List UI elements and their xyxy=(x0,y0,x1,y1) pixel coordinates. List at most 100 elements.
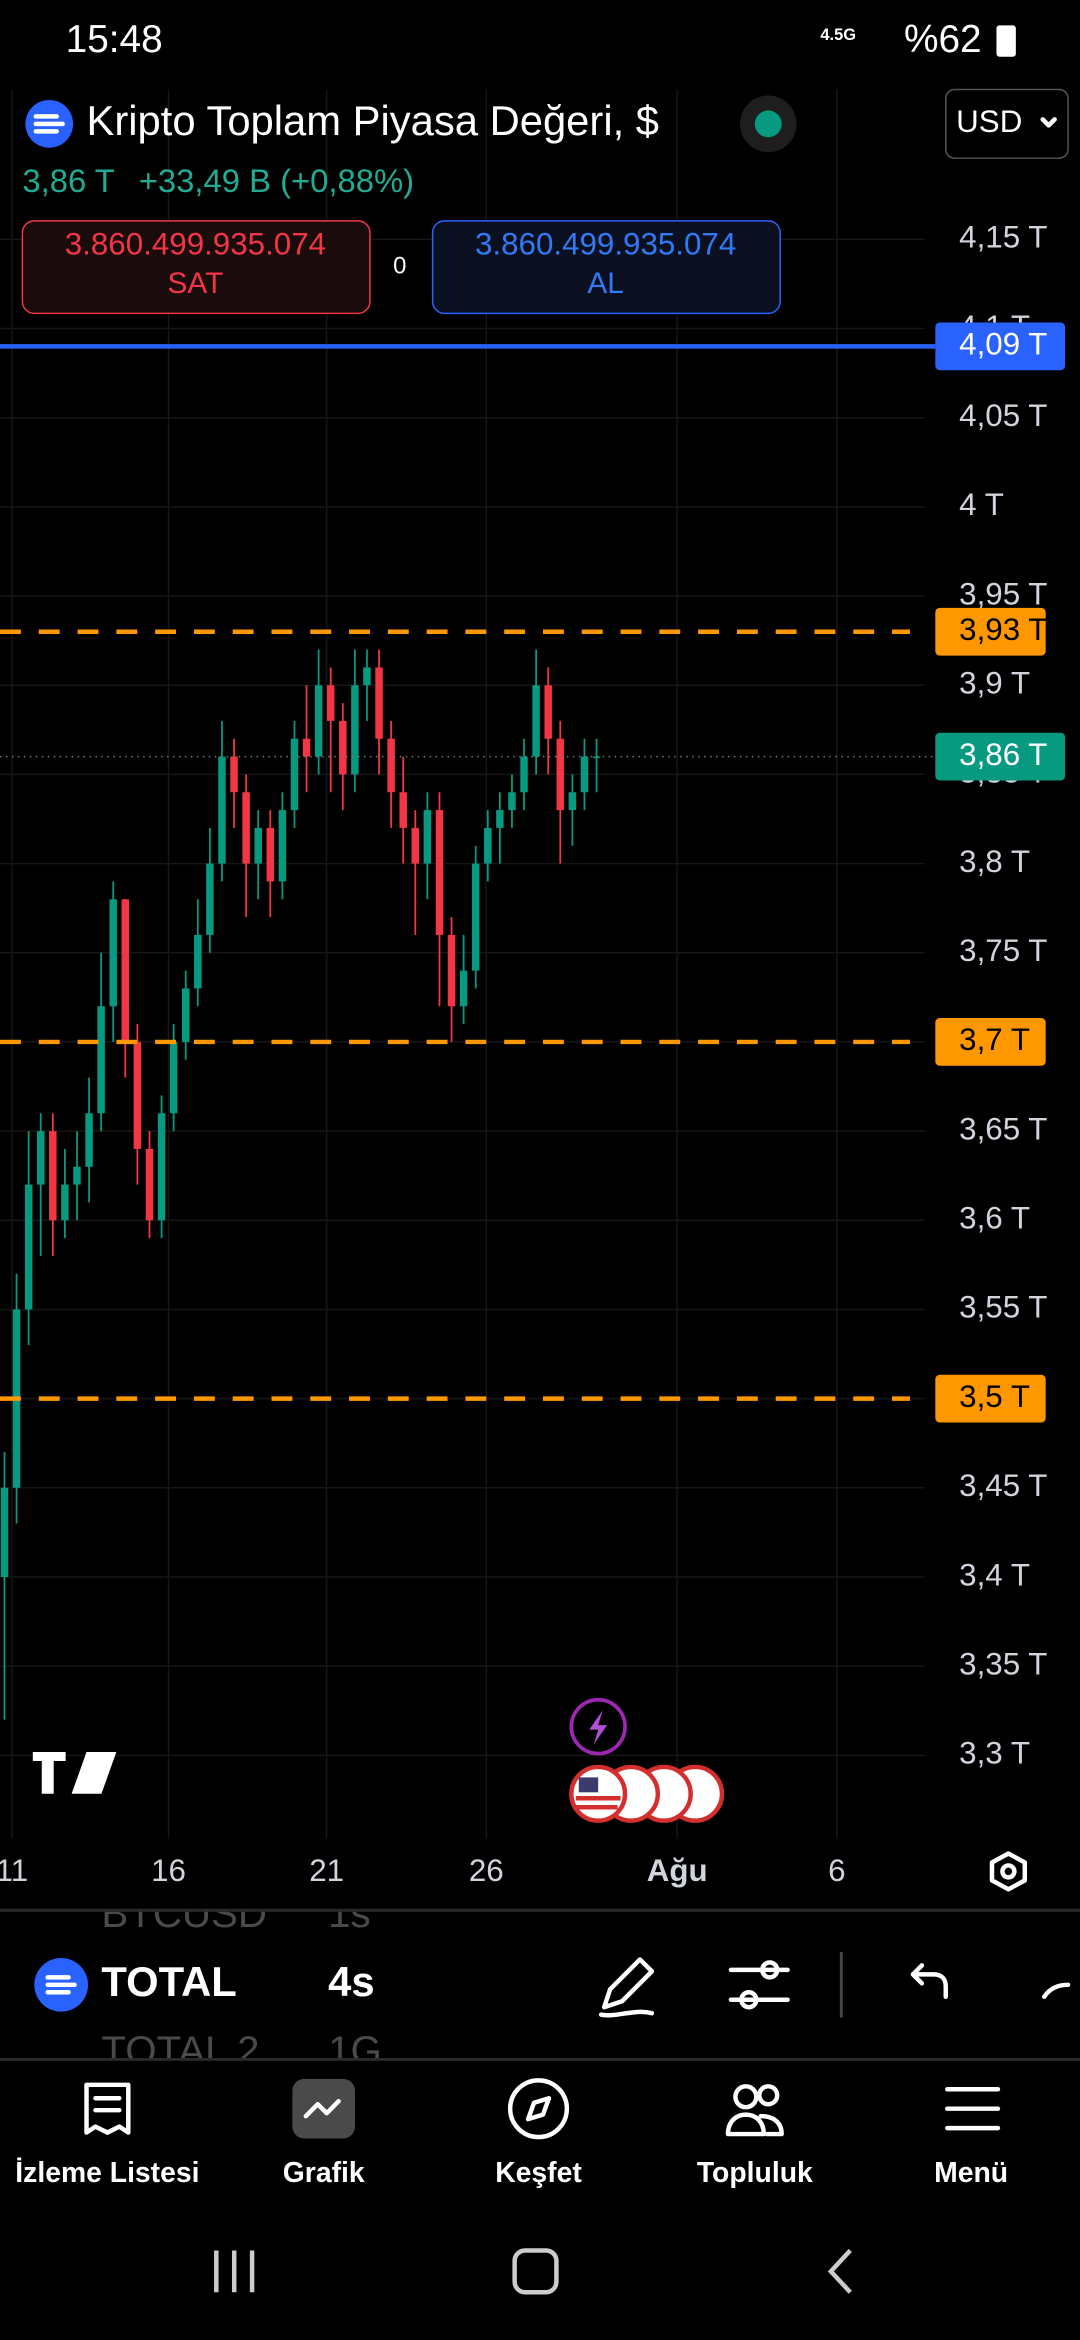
candle-body xyxy=(109,899,117,1007)
flags[interactable] xyxy=(569,1764,725,1823)
logo-glyph xyxy=(33,114,65,134)
symbol-picker[interactable]: BTCUSD 1s TOTAL 2 1G xyxy=(101,1891,381,2073)
symbol-title[interactable]: Kripto Toplam Piyasa Değeri, $ xyxy=(87,97,660,144)
nav-community[interactable]: Topluluk xyxy=(697,2157,813,2189)
x-tick-label: 16 xyxy=(151,1853,186,1888)
sys-home[interactable] xyxy=(512,2248,559,2295)
x-tick-label: Ağu xyxy=(647,1853,708,1888)
candle-body xyxy=(568,792,577,811)
nav-chart[interactable]: Grafik xyxy=(283,2157,365,2189)
market-status xyxy=(754,110,782,138)
last-price-label: 3,86 T xyxy=(959,737,1047,772)
x-tick-label: 11 xyxy=(0,1853,28,1888)
sell-label[interactable]: SAT xyxy=(168,267,224,300)
settings[interactable] xyxy=(989,1851,1028,1892)
y-tick-label: 3,35 T xyxy=(959,1646,1047,1681)
candle-body xyxy=(218,756,226,864)
nav-watchlist[interactable]: İzleme Listesi xyxy=(15,2157,199,2189)
candle-body xyxy=(447,934,456,1007)
head xyxy=(733,2084,759,2110)
battery-icon xyxy=(996,25,1016,57)
currency[interactable]: USD xyxy=(956,104,1022,139)
candle-body xyxy=(206,863,214,935)
community-icon[interactable] xyxy=(725,2112,784,2137)
candle-body xyxy=(302,738,311,757)
candle-body xyxy=(532,685,540,757)
level-label: 3,93 T xyxy=(959,612,1047,647)
candle-body xyxy=(339,720,347,775)
nav-menu[interactable]: Menü xyxy=(934,2157,1008,2189)
interval[interactable]: 4s xyxy=(328,1958,374,2005)
spread: 0 xyxy=(393,252,406,279)
candle-body xyxy=(363,667,371,686)
candle-body xyxy=(254,827,262,864)
logo-glyph xyxy=(45,1975,77,1995)
candle-body xyxy=(314,685,323,757)
x-tick-label: 21 xyxy=(309,1853,344,1888)
watchlist-icon[interactable] xyxy=(84,2082,131,2135)
network: 4.5G xyxy=(820,26,856,44)
currency-box[interactable] xyxy=(944,88,1069,159)
candle-body xyxy=(230,756,238,793)
candle-body xyxy=(121,899,130,1042)
level-tag xyxy=(935,1018,1046,1066)
level-tag xyxy=(935,1374,1046,1423)
buy-price[interactable]: 3.860.499.935.074 xyxy=(475,227,736,262)
grid xyxy=(0,89,925,1839)
candle-body xyxy=(0,1487,9,1577)
last-price-tag xyxy=(935,732,1066,781)
y-tick-label: 3,9 T xyxy=(959,666,1030,701)
candle-body xyxy=(351,685,359,775)
y-tick-label: 4 T xyxy=(959,487,1004,522)
candle-body xyxy=(73,1166,81,1185)
nav-explore[interactable]: Keşfet xyxy=(495,2157,582,2189)
candle-body xyxy=(592,756,601,759)
candle-body xyxy=(181,988,190,1042)
undo[interactable] xyxy=(910,1963,948,1999)
level-tag xyxy=(935,322,1066,371)
y-tick-label: 3,8 T xyxy=(959,844,1030,879)
y-tick-label: 3,6 T xyxy=(959,1201,1030,1236)
candle-body xyxy=(520,756,528,793)
candle-body xyxy=(194,934,202,989)
candle-body xyxy=(387,738,395,793)
battery: %62 xyxy=(904,18,982,61)
symbol[interactable]: TOTAL xyxy=(101,1958,236,2005)
price: 3,86 T xyxy=(22,162,114,199)
buy-label[interactable]: AL xyxy=(587,267,623,300)
x-tick-label: 26 xyxy=(469,1853,504,1888)
y-tick-label: 3,45 T xyxy=(959,1468,1047,1503)
sell-button[interactable] xyxy=(21,220,371,315)
sys-recents[interactable] xyxy=(214,2250,255,2293)
candle-body xyxy=(145,1148,154,1221)
draw-tool[interactable] xyxy=(598,1957,655,2018)
buy-button[interactable] xyxy=(431,220,781,315)
explore-icon[interactable] xyxy=(507,2078,570,2140)
candle-body xyxy=(399,792,407,828)
knob xyxy=(739,1990,759,2010)
sell-price[interactable]: 3.860.499.935.074 xyxy=(65,227,326,262)
y-tick-label: 4,05 T xyxy=(959,398,1047,433)
next-interval: 1G xyxy=(328,2028,382,2073)
y-tick-label: 4,15 T xyxy=(959,220,1047,255)
settings-dot xyxy=(1000,1863,1017,1880)
knob xyxy=(760,1960,780,1980)
menu-icon[interactable] xyxy=(945,2087,1001,2131)
compass xyxy=(525,2096,552,2122)
candle-body xyxy=(278,810,287,882)
y-tick-label: 3,4 T xyxy=(959,1557,1030,1592)
candle-body xyxy=(484,827,492,864)
prev-interval: 1s xyxy=(328,1891,371,1936)
head xyxy=(757,2084,780,2107)
candle-body xyxy=(290,738,299,811)
y-tick-label: 3,55 T xyxy=(959,1290,1047,1325)
candle-body xyxy=(49,1131,57,1221)
sys-back[interactable] xyxy=(827,2248,852,2294)
redo[interactable] xyxy=(1041,1982,1071,1999)
level-label: 4,09 T xyxy=(959,327,1047,362)
candle-body xyxy=(435,810,444,935)
candle-body xyxy=(61,1184,69,1221)
candle-body xyxy=(326,685,335,721)
